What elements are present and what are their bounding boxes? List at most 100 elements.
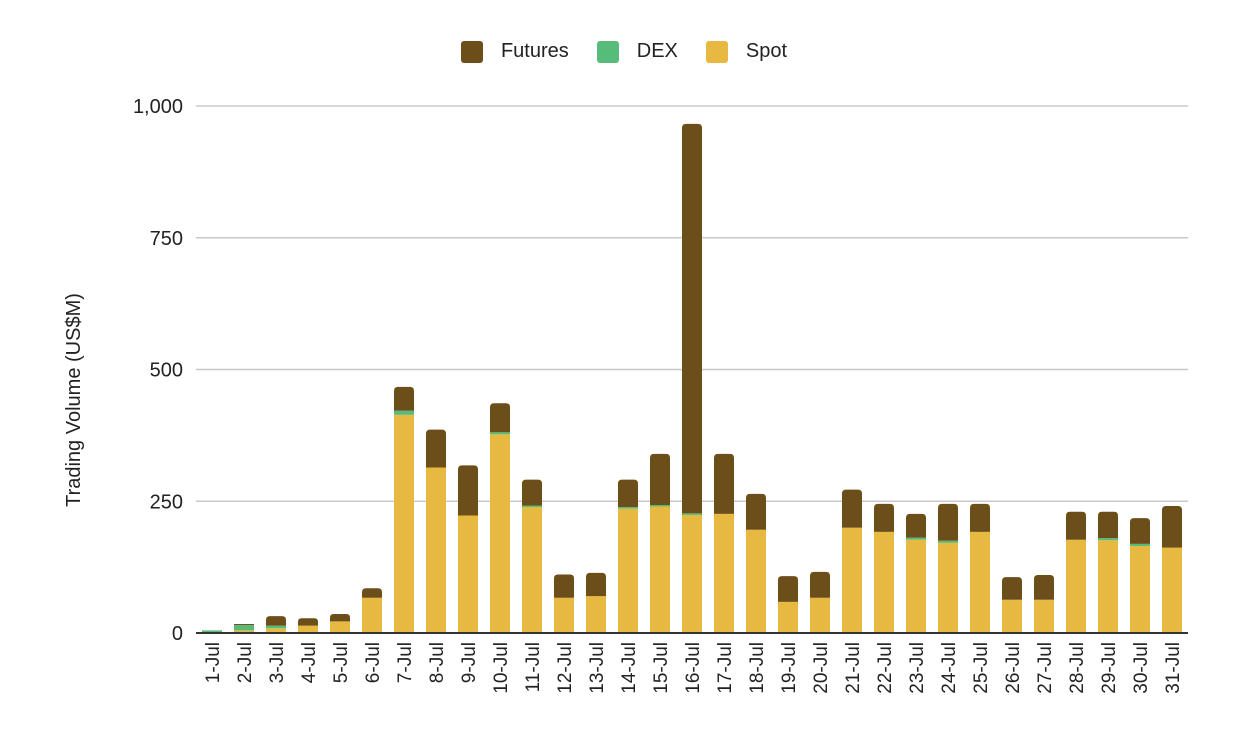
bar-stack[interactable] xyxy=(1162,505,1182,633)
bar-stack[interactable] xyxy=(970,503,990,633)
bar-segment-spot[interactable] xyxy=(394,414,414,633)
bar-segment-dex[interactable] xyxy=(618,507,638,509)
bar-segment-spot[interactable] xyxy=(906,539,926,633)
bar-stack[interactable] xyxy=(746,493,766,633)
bar-segment-futures[interactable] xyxy=(234,624,254,626)
bar-segment-futures[interactable] xyxy=(938,503,958,541)
bar-stack[interactable] xyxy=(1002,577,1022,633)
bar-segment-spot[interactable] xyxy=(458,515,478,633)
bar-segment-futures[interactable] xyxy=(1162,505,1182,548)
bar-stack[interactable] xyxy=(810,571,830,633)
bar-segment-spot[interactable] xyxy=(362,597,382,633)
bar-segment-spot[interactable] xyxy=(234,630,254,633)
bar-stack[interactable] xyxy=(1066,511,1086,633)
bar-segment-futures[interactable] xyxy=(394,386,414,411)
bar-segment-spot[interactable] xyxy=(682,514,702,633)
bar-segment-futures[interactable] xyxy=(298,618,318,626)
bar-segment-futures[interactable] xyxy=(810,571,830,598)
bar-stack[interactable] xyxy=(1098,511,1118,633)
bar-segment-spot[interactable] xyxy=(1098,540,1118,633)
legend-item-dex[interactable]: DEX xyxy=(596,40,678,63)
bar-stack[interactable] xyxy=(202,630,222,633)
bar-stack[interactable] xyxy=(938,503,958,633)
bar-stack[interactable] xyxy=(426,429,446,633)
bar-segment-futures[interactable] xyxy=(458,465,478,516)
bar-segment-spot[interactable] xyxy=(1162,547,1182,633)
bar-segment-futures[interactable] xyxy=(330,614,350,622)
bar-segment-spot[interactable] xyxy=(1066,539,1086,633)
bar-segment-spot[interactable] xyxy=(586,596,606,633)
bar-segment-spot[interactable] xyxy=(554,597,574,633)
bar-stack[interactable] xyxy=(458,465,478,633)
legend-item-spot[interactable]: Spot xyxy=(705,40,787,63)
bar-segment-futures[interactable] xyxy=(426,429,446,468)
bar-segment-dex[interactable] xyxy=(682,513,702,515)
bar-stack[interactable] xyxy=(650,453,670,633)
bar-segment-spot[interactable] xyxy=(1002,599,1022,633)
bar-segment-spot[interactable] xyxy=(266,628,286,633)
bar-segment-dex[interactable] xyxy=(490,432,510,435)
bar-segment-futures[interactable] xyxy=(1002,577,1022,600)
legend-item-futures[interactable]: Futures xyxy=(460,40,569,63)
bar-segment-spot[interactable] xyxy=(490,434,510,633)
bar-segment-spot[interactable] xyxy=(522,507,542,633)
bar-segment-spot[interactable] xyxy=(714,513,734,633)
bar-stack[interactable] xyxy=(586,572,606,633)
bar-stack[interactable] xyxy=(778,576,798,633)
bar-segment-futures[interactable] xyxy=(522,479,542,506)
bar-segment-futures[interactable] xyxy=(586,572,606,597)
bar-segment-futures[interactable] xyxy=(906,513,926,538)
bar-segment-dex[interactable] xyxy=(1098,538,1118,541)
bar-stack[interactable] xyxy=(1034,575,1054,633)
bar-segment-futures[interactable] xyxy=(554,574,574,598)
bar-segment-spot[interactable] xyxy=(810,597,830,633)
bar-segment-futures[interactable] xyxy=(746,493,766,530)
bar-stack[interactable] xyxy=(298,618,318,633)
bar-stack[interactable] xyxy=(554,574,574,633)
bar-segment-dex[interactable] xyxy=(522,505,542,508)
bar-segment-futures[interactable] xyxy=(714,453,734,514)
bar-segment-dex[interactable] xyxy=(266,625,286,629)
bar-stack[interactable] xyxy=(618,479,638,633)
bar-segment-spot[interactable] xyxy=(1130,546,1150,633)
bar-segment-dex[interactable] xyxy=(202,630,222,633)
bar-segment-futures[interactable] xyxy=(842,489,862,528)
bar-segment-futures[interactable] xyxy=(874,503,894,532)
bar-stack[interactable] xyxy=(330,614,350,633)
bar-segment-dex[interactable] xyxy=(906,537,926,540)
bar-segment-spot[interactable] xyxy=(970,531,990,633)
bar-segment-futures[interactable] xyxy=(1130,518,1150,544)
bar-segment-futures[interactable] xyxy=(618,479,638,508)
bar-segment-dex[interactable] xyxy=(394,410,414,415)
bar-segment-spot[interactable] xyxy=(330,621,350,633)
bar-segment-spot[interactable] xyxy=(778,601,798,633)
bar-segment-futures[interactable] xyxy=(650,453,670,505)
bar-segment-futures[interactable] xyxy=(1066,511,1086,540)
bar-segment-dex[interactable] xyxy=(650,504,670,507)
bar-stack[interactable] xyxy=(490,403,510,633)
bar-segment-futures[interactable] xyxy=(1098,511,1118,539)
bar-stack[interactable] xyxy=(874,503,894,633)
bar-stack[interactable] xyxy=(362,588,382,633)
bar-segment-futures[interactable] xyxy=(490,403,510,433)
bar-stack[interactable] xyxy=(906,513,926,633)
bar-segment-futures[interactable] xyxy=(362,588,382,598)
bar-stack[interactable] xyxy=(266,616,286,633)
bar-segment-futures[interactable] xyxy=(778,576,798,602)
bar-segment-spot[interactable] xyxy=(426,467,446,633)
bar-segment-futures[interactable] xyxy=(1034,575,1054,600)
bar-stack[interactable] xyxy=(714,453,734,633)
bar-segment-spot[interactable] xyxy=(746,529,766,633)
bar-segment-dex[interactable] xyxy=(1130,543,1150,547)
bar-stack[interactable] xyxy=(682,123,702,633)
bar-segment-spot[interactable] xyxy=(298,625,318,633)
bar-segment-futures[interactable] xyxy=(682,123,702,514)
bar-stack[interactable] xyxy=(522,479,542,633)
bar-segment-spot[interactable] xyxy=(618,508,638,633)
bar-segment-spot[interactable] xyxy=(874,531,894,633)
bar-stack[interactable] xyxy=(394,386,414,633)
bar-segment-futures[interactable] xyxy=(266,616,286,626)
bar-segment-dex[interactable] xyxy=(938,540,958,543)
bar-stack[interactable] xyxy=(842,489,862,633)
bar-segment-spot[interactable] xyxy=(842,527,862,633)
